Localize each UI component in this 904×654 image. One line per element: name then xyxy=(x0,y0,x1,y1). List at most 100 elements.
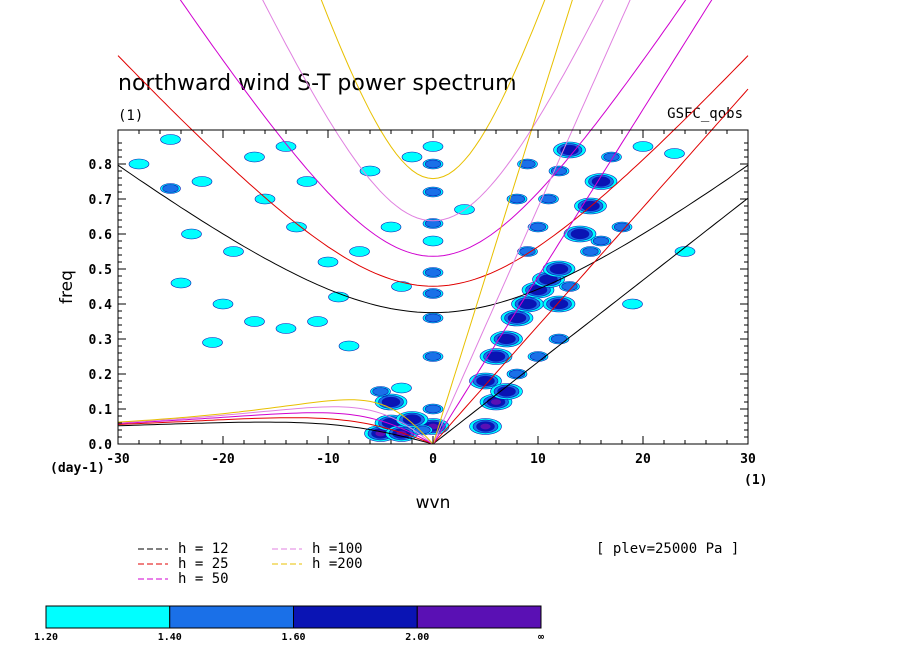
contour-blob xyxy=(424,187,442,197)
contour-blob xyxy=(422,235,444,247)
y-tick-label: 0.7 xyxy=(89,193,112,208)
contour-blob xyxy=(380,221,402,233)
colorbar-label: ∞ xyxy=(538,632,544,643)
legend-entry: h =200 xyxy=(312,556,363,572)
contour-blob xyxy=(181,228,202,240)
x-tick-label: -20 xyxy=(211,452,235,467)
dispersion-curves-outside xyxy=(117,0,749,445)
contour-blob xyxy=(591,176,611,187)
colorbar: 1.20 1.40 1.60 2.00 ∞ xyxy=(34,605,544,643)
contour-blob xyxy=(286,221,307,233)
contour-blob xyxy=(414,425,431,435)
contour-blob xyxy=(540,194,557,204)
contour-blob xyxy=(422,141,444,152)
colorbar-swatch xyxy=(45,605,171,629)
gravity-curve-25 xyxy=(117,55,749,287)
contour-field xyxy=(128,134,696,442)
contour-blob xyxy=(162,184,179,193)
kelvin-curve-200 xyxy=(432,0,573,445)
rossby-curve-200 xyxy=(118,399,434,444)
contour-blob xyxy=(202,337,223,348)
chart-title: northward wind S-T power spectrum xyxy=(118,71,517,96)
contour-blob xyxy=(632,141,654,152)
gravity-curve-12 xyxy=(117,164,749,314)
gravity-curve-100 xyxy=(262,0,604,222)
colorbar-label: 1.60 xyxy=(281,632,305,643)
contour-blob xyxy=(479,422,492,430)
contour-blob xyxy=(592,236,610,246)
contour-blob xyxy=(401,151,423,163)
contour-blob xyxy=(424,219,442,228)
dispersion-curves xyxy=(118,399,434,444)
x-axis-label: wvn xyxy=(416,493,451,513)
x-tick-label: -30 xyxy=(106,452,130,467)
contour-blob xyxy=(244,151,265,163)
contour-blob xyxy=(490,398,502,406)
kelvin-curve-25 xyxy=(432,88,749,445)
contour-blob xyxy=(582,247,599,256)
contour-blob xyxy=(275,141,297,152)
contour-blob xyxy=(550,166,568,176)
kelvin-curve-50 xyxy=(432,0,713,445)
contour-blob xyxy=(424,159,442,169)
y-tick-label: 0.5 xyxy=(89,263,112,278)
contour-blob xyxy=(507,312,527,324)
contour-blob xyxy=(254,193,276,205)
colorbar-label: 1.40 xyxy=(158,632,182,643)
contour-blob xyxy=(170,277,192,289)
contour-blob xyxy=(307,316,328,327)
y-unit-label: (day-1) xyxy=(50,461,105,476)
y-tick-label: 0.3 xyxy=(89,333,112,348)
contour-blob xyxy=(622,298,643,310)
contour-blob xyxy=(275,323,297,334)
contour-blob xyxy=(549,298,569,310)
colorbar-label: 1.20 xyxy=(34,632,58,643)
contour-blob xyxy=(664,148,685,159)
y-tick-label: 0.0 xyxy=(89,438,113,453)
gravity-curve-200 xyxy=(320,0,546,180)
colorbar-swatch xyxy=(169,605,294,629)
contour-blob xyxy=(518,298,537,310)
contour-blob xyxy=(381,396,401,408)
legend-entry: h = 25 xyxy=(178,556,229,572)
contour-blob xyxy=(529,222,547,232)
contour-blob xyxy=(424,268,442,277)
x-tick-label: 0 xyxy=(429,452,437,467)
x-tick-label: 20 xyxy=(635,452,651,467)
x-tick-label: -10 xyxy=(316,452,340,467)
contour-blob xyxy=(570,228,590,240)
legend-entry: h =100 xyxy=(312,541,363,557)
contour-blob xyxy=(128,158,150,170)
contour-blob xyxy=(191,176,213,187)
contour-blob xyxy=(519,247,536,256)
contour-blob xyxy=(296,176,318,187)
y-tick-label: 0.6 xyxy=(89,228,113,243)
plev-annotation: [ plev=25000 Pa ] xyxy=(596,541,739,557)
contour-blob xyxy=(529,352,547,361)
y-tick-label: 0.2 xyxy=(89,368,112,383)
colorbar-swatch xyxy=(416,605,542,629)
chart-subtitle: (1) xyxy=(118,108,143,124)
contour-blob xyxy=(424,289,442,298)
contour-blob xyxy=(317,256,339,268)
contour-blob xyxy=(391,382,412,394)
x-unit-label: (1) xyxy=(744,473,767,488)
contour-blob xyxy=(372,387,389,396)
contour-blob xyxy=(349,246,370,257)
colorbar-label: 2.00 xyxy=(405,632,429,643)
contour-blob xyxy=(212,298,234,310)
contour-blob xyxy=(391,281,412,292)
contour-blob xyxy=(424,404,442,414)
rossby-curve-12 xyxy=(118,421,434,444)
contour-blob xyxy=(160,134,181,145)
y-axis-label: freq xyxy=(57,270,77,304)
kelvin-curve-12 xyxy=(432,197,749,445)
y-tick-label: 0.4 xyxy=(89,298,113,313)
contour-blob xyxy=(223,246,244,257)
source-label: GSFC_qobs xyxy=(667,106,743,122)
contour-blob xyxy=(519,159,536,169)
contour-blob xyxy=(603,152,620,162)
contour-blob xyxy=(486,351,506,362)
